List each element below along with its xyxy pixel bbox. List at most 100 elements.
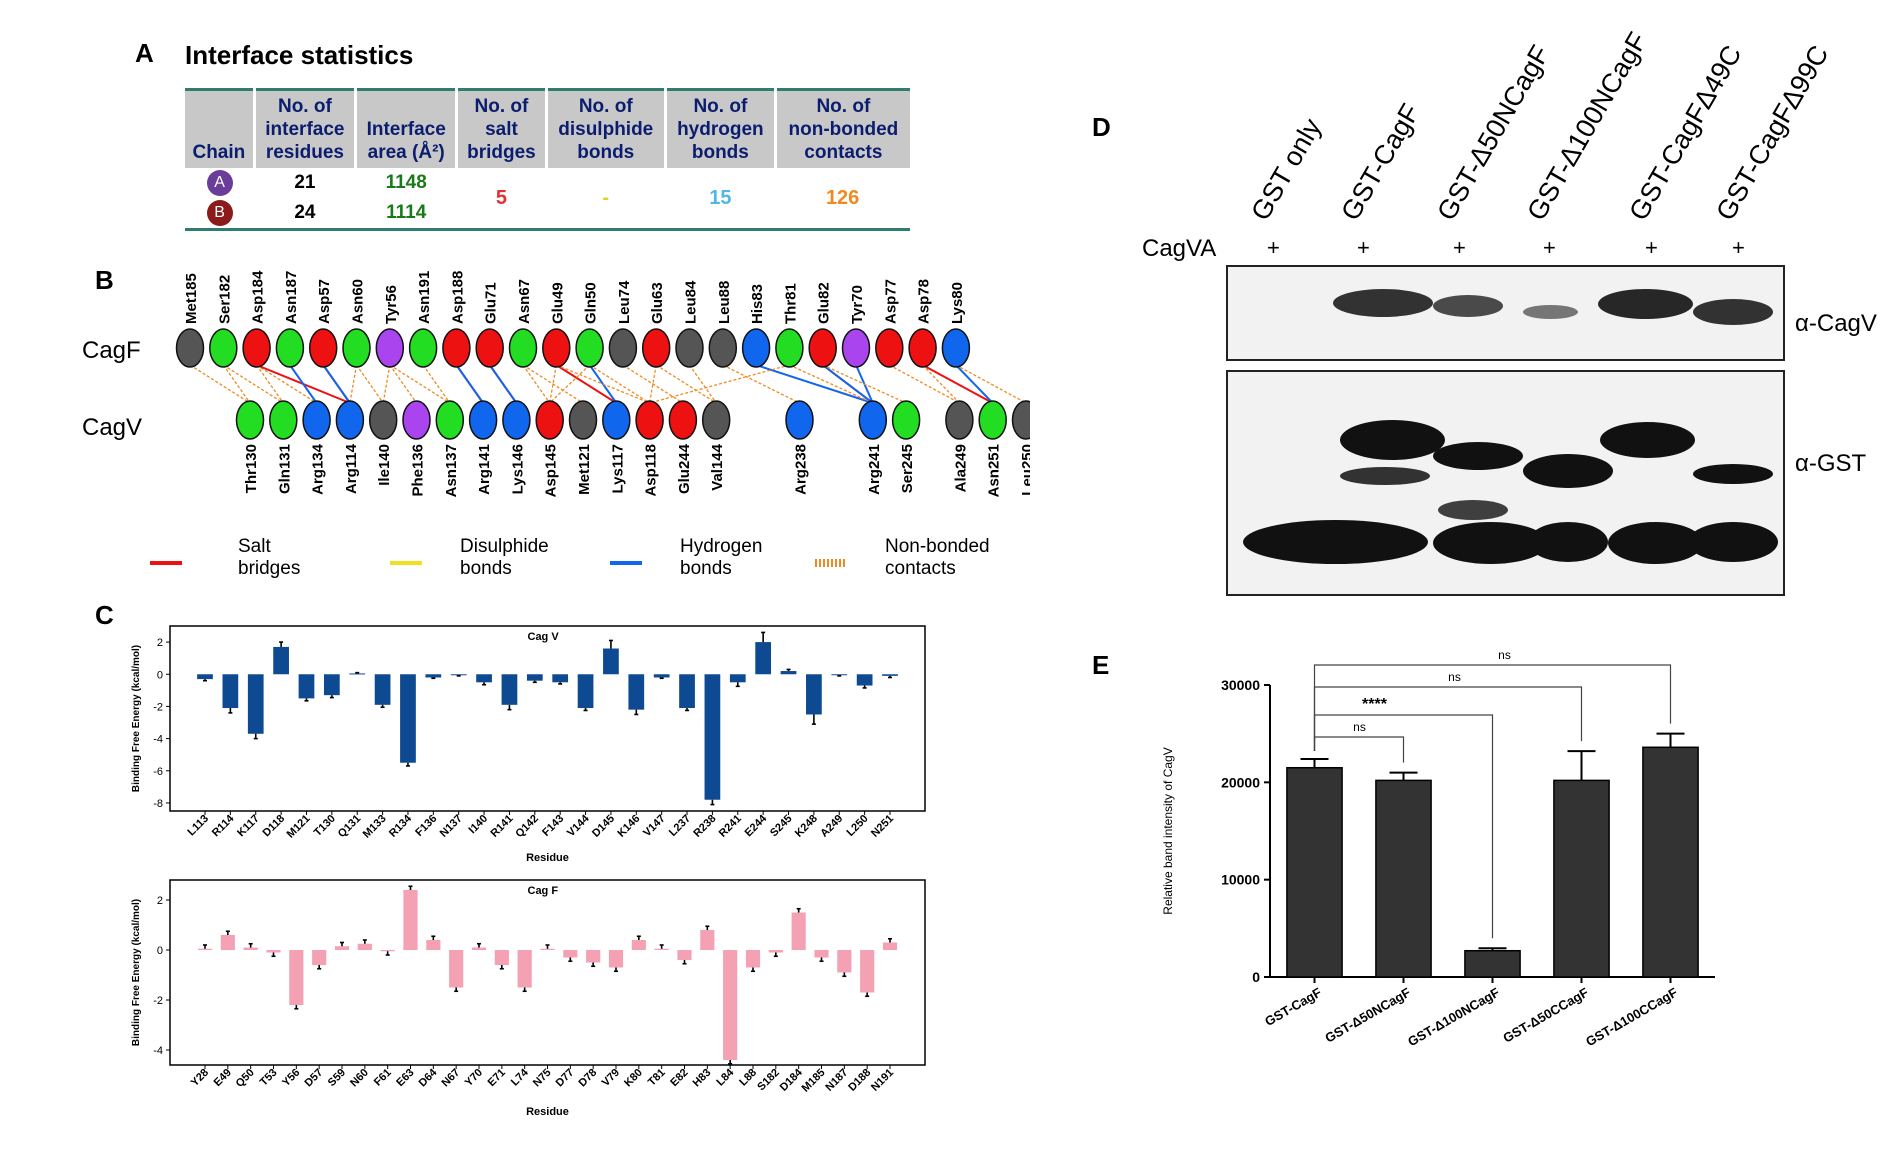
energy-bar bbox=[426, 940, 441, 950]
legend-label: Disulphide bbox=[460, 536, 549, 557]
interaction-line bbox=[222, 364, 284, 404]
cagf-residue-label: Asp57 bbox=[316, 279, 333, 324]
energy-bar bbox=[357, 943, 372, 950]
intensity-bar bbox=[1286, 766, 1343, 978]
cagf-residue-label: Asp184 bbox=[250, 270, 267, 324]
energy-bar bbox=[563, 950, 578, 958]
cagf-residue-label: His83 bbox=[749, 284, 766, 324]
cagv-residue-node bbox=[785, 400, 814, 440]
area-cell: 1148 bbox=[385, 172, 427, 193]
x-tick-label: N137 bbox=[438, 813, 465, 840]
x-tick-label: D184 bbox=[778, 1066, 806, 1094]
energy-bar bbox=[222, 674, 239, 709]
x-tick-label: K146 bbox=[615, 813, 642, 840]
cagf-residue-node bbox=[308, 328, 338, 368]
interaction-line bbox=[289, 364, 318, 404]
plus-sign: + bbox=[1732, 235, 1745, 260]
cagv-residue-node bbox=[269, 400, 298, 440]
x-tick-label: I140 bbox=[467, 813, 491, 837]
cagf-residue-node bbox=[575, 328, 604, 368]
x-tick-label: E244 bbox=[743, 812, 770, 839]
cagf-residue-row: Met185 Ser182 Asp184 Asn187 Asp57 Asn60 Tyr56 A… bbox=[175, 270, 971, 368]
cagf-residue-node bbox=[508, 328, 538, 368]
x-tick-label: Q50 bbox=[234, 1067, 257, 1090]
cagv-residue-label: Gln131 bbox=[276, 444, 293, 494]
area-cell: 1114 bbox=[386, 202, 427, 223]
energy-bar bbox=[450, 674, 467, 676]
column-header: No. of disulphide bonds bbox=[544, 89, 666, 168]
energy-bar bbox=[425, 674, 442, 678]
panel-letter-d: D bbox=[1092, 112, 1111, 142]
energy-bar bbox=[700, 930, 715, 950]
energy-bar bbox=[603, 648, 619, 675]
interaction-line bbox=[922, 364, 994, 404]
x-tick-label: F143 bbox=[540, 813, 566, 839]
plot-frame bbox=[169, 625, 926, 812]
cagf-residue-node bbox=[641, 328, 671, 368]
cagf-residue-node bbox=[808, 328, 837, 368]
cagf-residue-label: Ser182 bbox=[216, 275, 233, 324]
plus-sign: + bbox=[1645, 235, 1658, 260]
band bbox=[1688, 522, 1778, 562]
cagf-residue-label: Asn187 bbox=[283, 271, 300, 324]
significance-bracket bbox=[1313, 664, 1672, 751]
interaction-line bbox=[256, 364, 317, 404]
cagf-residue-node bbox=[908, 328, 937, 368]
interaction-line bbox=[455, 364, 484, 404]
table-header-row: Chain No. of interface residues Interface are… bbox=[185, 89, 910, 168]
x-tick-label: E63 bbox=[394, 1067, 416, 1089]
y-tick-label: -4 bbox=[153, 734, 163, 746]
cagv-residue-label: Thr130 bbox=[243, 444, 260, 493]
chart-title: Cag F bbox=[528, 885, 559, 897]
cagf-residue-label: Tyr70 bbox=[849, 285, 866, 324]
band bbox=[1600, 422, 1695, 458]
y-tick-label: 30000 bbox=[1221, 677, 1260, 693]
table-row: B 24 1114 bbox=[185, 198, 910, 230]
y-tick-label: -4 bbox=[153, 1045, 163, 1057]
cagv-residue-label: Lys146 bbox=[509, 444, 526, 494]
energy-bar bbox=[494, 950, 509, 965]
energy-bar bbox=[814, 950, 829, 958]
cagf-residue-node bbox=[608, 328, 638, 368]
energy-bar bbox=[791, 912, 806, 950]
cagv-residue-label: Leu250 bbox=[1019, 444, 1030, 496]
chain-badge: B bbox=[206, 200, 233, 226]
x-tick-label: F136 bbox=[413, 813, 439, 839]
energy-bar bbox=[243, 947, 258, 950]
cagva-label: CagVA bbox=[1142, 235, 1217, 262]
energy-bar bbox=[577, 674, 594, 709]
chain-badge: A bbox=[206, 170, 233, 196]
lane-label: GST only bbox=[1245, 113, 1328, 226]
energy-bar bbox=[631, 940, 646, 950]
cagf-residue-label: Leu88 bbox=[716, 281, 733, 324]
band bbox=[1528, 522, 1608, 562]
y-tick-label: 0 bbox=[157, 945, 163, 957]
x-tick-label: N75 bbox=[531, 1067, 554, 1090]
interaction-line bbox=[922, 364, 960, 404]
cagv-label: CagV bbox=[82, 414, 142, 441]
energy-bar bbox=[653, 674, 670, 678]
cagv-residue-node bbox=[945, 400, 974, 440]
interaction-line bbox=[189, 364, 251, 404]
cagv-residue-node bbox=[435, 400, 465, 440]
band bbox=[1523, 305, 1578, 319]
significance-label: **** bbox=[1362, 696, 1388, 713]
interaction-line bbox=[649, 364, 790, 404]
energy-bar bbox=[449, 950, 464, 988]
column-header: No. of interface residues bbox=[252, 89, 356, 168]
x-tick-label: D118 bbox=[261, 813, 288, 840]
cagv-residue-node bbox=[302, 400, 331, 440]
interaction-line bbox=[522, 364, 551, 404]
energy-bar bbox=[220, 935, 235, 950]
cagf-residue-node bbox=[475, 328, 504, 368]
x-tick-label: F61 bbox=[372, 1067, 394, 1089]
band bbox=[1438, 500, 1508, 520]
intensity-bar bbox=[1553, 779, 1610, 978]
x-tick-label: N60 bbox=[348, 1067, 371, 1090]
disulphide-cell: - bbox=[602, 186, 610, 209]
energy-bar bbox=[526, 674, 543, 681]
energy-bar bbox=[349, 673, 366, 675]
cagf-residue-label: Leu84 bbox=[683, 280, 700, 324]
y-tick-label: -2 bbox=[153, 995, 163, 1007]
x-tick-label: K80 bbox=[622, 1067, 645, 1090]
